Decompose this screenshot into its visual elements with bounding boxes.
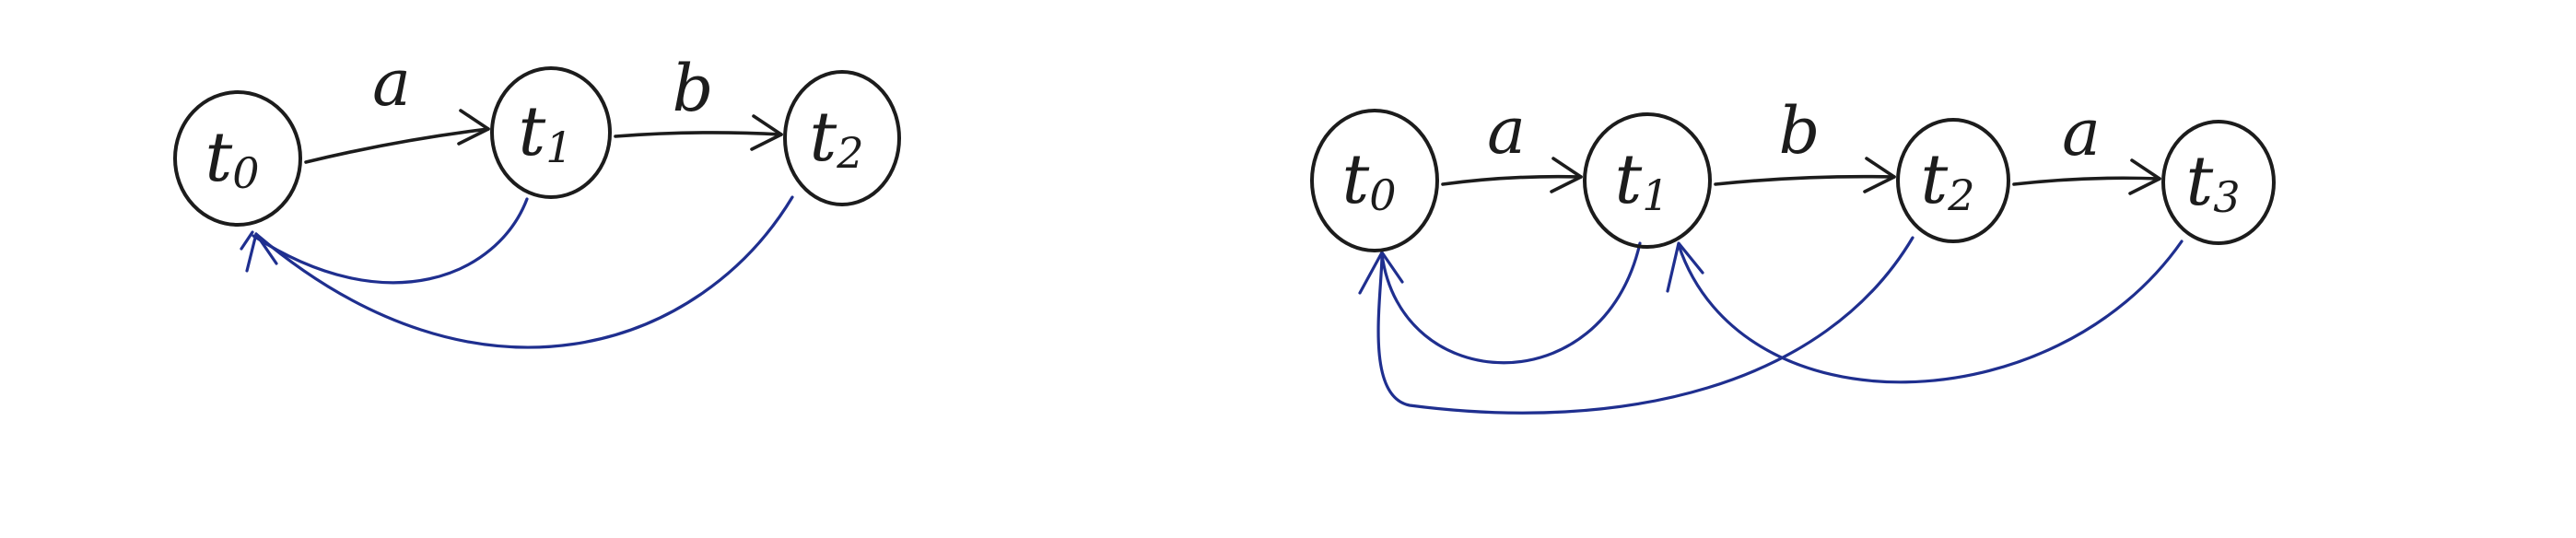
transition-arrowhead: [457, 109, 490, 146]
state-circle: [1310, 109, 1439, 252]
state-label: t1: [1614, 140, 1669, 220]
state-t1: t1: [490, 66, 612, 199]
state-circle: [173, 90, 302, 227]
failure-link-t2-to-t0: [1376, 236, 1914, 415]
transition-t1-to-t2: [1714, 174, 1896, 186]
transition-t2-to-t3: [2012, 176, 2161, 186]
automaton-diagram-2: a b a t0 t1 t2 t3: [1310, 93, 2276, 415]
state-label: t1: [518, 92, 572, 172]
transition-label: b: [673, 51, 714, 126]
state-t0: t0: [173, 90, 302, 227]
transition-arrowhead: [2128, 158, 2161, 195]
failure-link-arrowhead: [245, 232, 278, 273]
transition-arrowhead: [1863, 157, 1896, 193]
failure-link-arrowhead: [1666, 241, 1704, 293]
automaton-diagram-1: a b t0 t1 t2: [173, 45, 901, 349]
state-label: t0: [1341, 140, 1396, 220]
state-circle: [1896, 118, 2010, 243]
state-circle: [1583, 112, 1712, 249]
transition-arrowhead: [750, 114, 783, 151]
failure-link-t1-to-t0: [1380, 241, 1642, 365]
state-t1: t1: [1583, 112, 1712, 249]
state-t0: t0: [1310, 109, 1439, 252]
state-t2: t2: [783, 70, 901, 206]
failure-link-t2-to-t0: [254, 195, 794, 349]
state-label: t2: [809, 98, 863, 178]
state-t3: t3: [2161, 120, 2276, 245]
state-label: t2: [1920, 140, 1974, 220]
state-label: t3: [2185, 142, 2240, 222]
transition-label: b: [1779, 93, 1821, 169]
transition-label: a: [372, 45, 411, 121]
transition-label: a: [2062, 95, 2101, 170]
state-circle: [2161, 120, 2276, 245]
state-t2: t2: [1896, 118, 2010, 243]
state-circle: [490, 66, 612, 199]
failure-link-t3-to-t1: [1677, 240, 2184, 384]
failure-link-arrowhead: [1358, 251, 1404, 295]
state-circle: [783, 70, 901, 206]
transition-t1-to-t2: [614, 131, 783, 138]
failure-link-t1-to-t0: [252, 197, 529, 285]
transition-t0-to-t1: [1441, 174, 1583, 186]
transition-t0-to-t1: [304, 127, 490, 164]
state-label: t0: [205, 118, 259, 198]
failure-link-arrowhead: [240, 230, 254, 251]
transition-label: a: [1487, 93, 1526, 169]
transition-arrowhead: [1550, 157, 1583, 193]
